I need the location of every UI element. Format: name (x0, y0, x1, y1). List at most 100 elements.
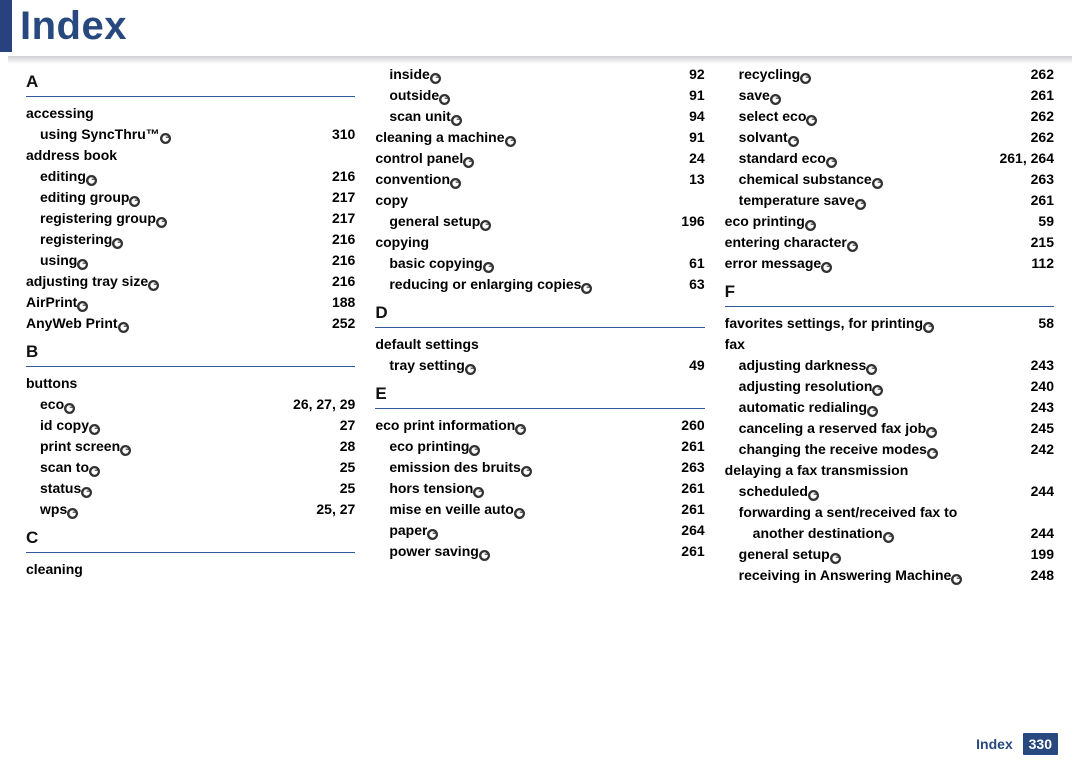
index-page-ref: 13 (689, 169, 705, 190)
index-term: editing group (40, 187, 129, 208)
index-entry: basic copying61 (375, 253, 704, 274)
index-term: temperature save (739, 190, 855, 211)
bullet-icon (469, 445, 480, 456)
letter-heading-A: A (26, 72, 355, 97)
index-page-ref: 243 (1031, 355, 1054, 376)
bullet-icon (463, 157, 474, 168)
index-term: scan unit (389, 106, 450, 127)
leader-dots (493, 482, 675, 496)
index-page-ref: 244 (1031, 523, 1054, 544)
index-entry: using SyncThru™310 (26, 124, 355, 145)
leader-dots (535, 419, 675, 433)
index-entry: automatic redialing243 (725, 397, 1054, 418)
index-term: control panel (375, 148, 463, 169)
index-term: error message (725, 253, 822, 274)
index-term: paper (389, 520, 427, 541)
leader-dots (168, 275, 326, 289)
leader-dots (846, 152, 994, 166)
bullet-icon (89, 466, 100, 477)
index-page-ref: 261 (1031, 85, 1054, 106)
index-term: solvant (739, 127, 788, 148)
index-term: power saving (389, 541, 478, 562)
leader-dots (850, 548, 1025, 562)
leader-dots (447, 524, 675, 538)
index-page-ref: 261 (681, 478, 704, 499)
index-term: hors tension (389, 478, 473, 499)
index-entry: eco printing261 (375, 436, 704, 457)
leader-dots (875, 194, 1025, 208)
bullet-icon (148, 280, 159, 291)
bullet-icon (465, 364, 476, 375)
letter-heading-C: C (26, 528, 355, 553)
leader-dots (109, 419, 334, 433)
index-entry: control panel 24 (375, 148, 704, 169)
index-page-ref: 25 (340, 457, 356, 478)
index-entry: general setup199 (725, 544, 1054, 565)
leader-dots (109, 461, 334, 475)
index-entry: address book (26, 145, 355, 166)
index-term: eco (40, 394, 64, 415)
index-entry: eco print information260 (375, 415, 704, 436)
leader-dots (471, 110, 683, 124)
index-page-ref: 264 (681, 520, 704, 541)
bullet-icon (867, 406, 878, 417)
page: Index Aaccessingusing SyncThru™310addres… (0, 0, 1080, 763)
index-entry: adjusting darkness 243 (725, 355, 1054, 376)
leader-dots (470, 173, 683, 187)
index-entry: solvant262 (725, 127, 1054, 148)
index-term: adjusting resolution (739, 376, 873, 397)
index-entry: hors tension 261 (375, 478, 704, 499)
leader-dots (790, 89, 1025, 103)
bullet-icon (430, 73, 441, 84)
leader-dots (892, 380, 1024, 394)
index-page-ref: 261 (681, 499, 704, 520)
leader-dots (489, 440, 675, 454)
index-term: standard eco (739, 148, 826, 169)
bullet-icon (427, 529, 438, 540)
index-term: print screen (40, 436, 120, 457)
index-page-ref: 216 (332, 271, 355, 292)
leader-dots (828, 485, 1025, 499)
index-term: adjusting darkness (739, 355, 867, 376)
bullet-icon (514, 508, 525, 519)
index-term: address book (26, 145, 117, 166)
leader-dots (149, 191, 326, 205)
index-columns: Aaccessingusing SyncThru™310address book… (0, 64, 1080, 694)
page-footer: Index 330 (976, 733, 1058, 755)
index-term: eco printing (389, 436, 469, 457)
index-term: reducing or enlarging copies (389, 274, 581, 295)
leader-dots (87, 503, 310, 517)
bullet-icon (800, 73, 811, 84)
leader-dots (97, 254, 326, 268)
leader-dots (947, 443, 1025, 457)
bullet-icon (86, 175, 97, 186)
leader-dots (106, 170, 326, 184)
page-number-badge: 330 (1023, 733, 1058, 755)
bullet-icon (77, 259, 88, 270)
index-entry: changing the receive modes242 (725, 439, 1054, 460)
index-page-ref: 262 (1031, 106, 1054, 127)
index-term: using (40, 250, 77, 271)
index-term: general setup (389, 211, 480, 232)
header-shadow (8, 56, 1072, 64)
index-page-ref: 188 (332, 292, 355, 313)
index-page-ref: 240 (1031, 376, 1054, 397)
index-term: copy (375, 190, 408, 211)
bullet-icon (480, 220, 491, 231)
bullet-icon (120, 445, 131, 456)
bullet-icon (927, 448, 938, 459)
index-page-ref: 24 (689, 148, 705, 169)
index-term: emission des bruits (389, 457, 520, 478)
index-page-ref: 216 (332, 166, 355, 187)
index-page-ref: 262 (1031, 64, 1054, 85)
leader-dots (101, 482, 334, 496)
bullet-icon (872, 385, 883, 396)
index-page-ref: 26, 27, 29 (293, 394, 355, 415)
index-entry: another destination244 (725, 523, 1054, 544)
index-entry: scheduled244 (725, 481, 1054, 502)
index-page-ref: 263 (681, 457, 704, 478)
index-entry: convention13 (375, 169, 704, 190)
index-entry: recycling262 (725, 64, 1054, 85)
index-entry: buttons (26, 373, 355, 394)
leader-dots (534, 503, 675, 517)
